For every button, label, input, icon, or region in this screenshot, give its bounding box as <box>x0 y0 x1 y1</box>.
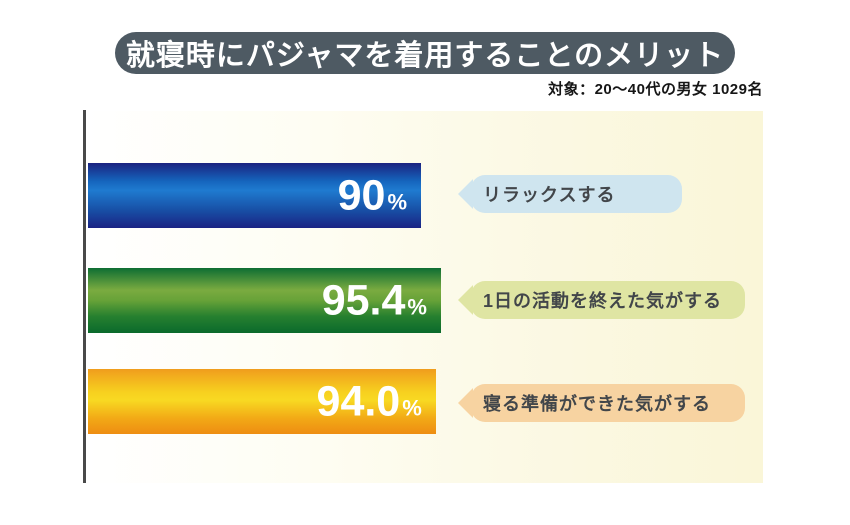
survey-sample-note: 対象：20〜40代の男女 1029名 <box>548 81 763 98</box>
title-pill: 就寝時にパジャマを着用することのメリット <box>115 32 735 74</box>
callout-finished-day: 1日の活動を終えた気がする <box>458 281 745 319</box>
category-label: 1日の活動を終えた気がする <box>483 291 723 311</box>
callout-arrow-left-icon <box>458 388 473 418</box>
callout-relax: リラックスする <box>458 175 682 213</box>
bar-value-number: 94.0 <box>316 377 401 425</box>
callout-body: 寝る準備ができた気がする <box>471 384 745 422</box>
bar-ready-to-sleep: 94.0% <box>88 369 436 434</box>
y-axis-line <box>83 110 86 483</box>
bar-value-label: 94.0% <box>317 380 422 423</box>
callout-arrow-left-icon <box>458 179 473 209</box>
bar-value-label: 95.4% <box>322 279 427 322</box>
callout-body: リラックスする <box>471 175 682 213</box>
bar-value-number: 95.4 <box>321 276 406 324</box>
bar-value-label: 90% <box>338 174 407 217</box>
bar-relax: 90% <box>88 163 421 228</box>
category-label: 寝る準備ができた気がする <box>483 394 711 414</box>
category-label: リラックスする <box>483 185 616 205</box>
bar-finished-day: 95.4% <box>88 268 441 333</box>
callout-body: 1日の活動を終えた気がする <box>471 281 745 319</box>
page-title: 就寝時にパジャマを着用することのメリット <box>125 40 725 72</box>
percent-sign: % <box>387 189 407 214</box>
percent-sign: % <box>402 395 422 420</box>
callout-ready-to-sleep: 寝る準備ができた気がする <box>458 384 745 422</box>
percent-sign: % <box>407 294 427 319</box>
bar-value-number: 90 <box>337 171 386 219</box>
callout-arrow-left-icon <box>458 285 473 315</box>
